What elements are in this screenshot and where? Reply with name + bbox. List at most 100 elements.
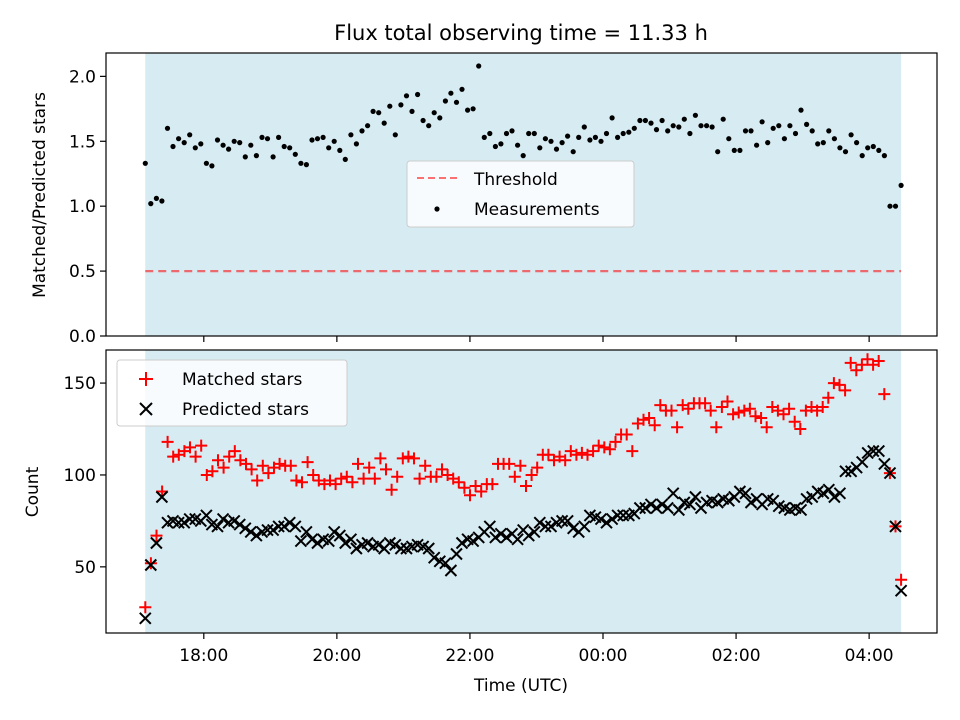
measurement-point [592,134,599,140]
matched-star-point [452,476,465,489]
measurement-point [720,116,726,122]
matched-star-point [710,421,723,434]
matched-star-point [329,478,342,491]
measurement-point [298,160,304,166]
measurement-point [887,203,893,209]
measurement-point [264,136,271,142]
matched-star-point [643,412,656,424]
measurement-point [659,117,665,124]
measurement-point [209,163,215,169]
x-tick-label: 00:00 [579,646,628,666]
matched-star-point [486,478,499,491]
predicted-star-point [817,487,830,500]
matched-star-point [626,445,639,458]
matched-star-point [715,401,728,413]
bottom-y-tick-label: 150 [64,374,96,394]
matched-star-point [816,401,829,413]
measurements-points [142,63,904,209]
predicted-star-point [283,516,296,529]
predicted-star-point [394,542,408,555]
matched-star-point [872,355,885,367]
predicted-stars-points [139,444,908,625]
measurement-point [387,103,393,109]
predicted-star-point [266,523,280,537]
matched-star-point [671,421,684,434]
predicted-star-point [216,512,230,526]
measurement-point [898,182,904,188]
top-y-tick-label: 0.5 [69,262,96,282]
measurement-point [459,86,465,92]
matched-star-point [654,399,667,412]
measurement-point [515,142,521,148]
predicted-star-point [211,520,224,533]
predicted-star-point [344,533,358,546]
bottom-legend: Matched stars Predicted stars [116,359,348,427]
predicted-star-point [333,529,347,542]
predicted-star-point [277,520,291,533]
legend-measurements-label: Measurements [474,200,600,220]
predicted-star-point [200,509,213,522]
measurement-point [531,130,537,137]
predicted-star-point [633,501,647,515]
matched-star-point [850,364,863,377]
predicted-star-point [561,514,574,528]
measurement-point [214,137,221,143]
bottom-y-axis: 50 100 150 [64,374,106,578]
predicted-star-point [544,520,558,533]
top-y-tick-label: 0.0 [69,327,96,347]
predicted-star-point [833,487,847,500]
legend-threshold-label: Threshold [473,170,558,190]
measurement-point [370,108,376,114]
measurement-point [670,123,676,129]
matched-star-point [794,423,807,435]
matched-star-point [290,474,303,487]
matched-star-point [296,476,308,489]
measurement-point [492,143,498,150]
predicted-star-point [594,512,608,526]
predicted-star-point [172,516,185,529]
matched-star-point [575,446,588,459]
predicted-star-point [289,520,302,533]
matched-star-point [167,450,180,463]
predicted-star-point [250,529,263,542]
matched-star-point [363,461,376,474]
measurement-point [854,140,860,146]
predicted-star-point [439,556,452,570]
predicted-star-point [139,612,152,625]
matched-star-point [273,457,286,470]
measurement-point [831,136,838,142]
top-legend-box [406,160,635,228]
measurement-point [781,136,788,142]
measurement-point [453,99,460,105]
measurement-point [226,146,232,152]
predicted-star-point [600,516,613,529]
measurement-point [142,160,148,166]
measurement-point [876,147,882,153]
matched-star-point [357,472,370,485]
matched-star-point [598,441,611,454]
matched-star-point [755,412,768,424]
predicted-star-point [611,509,624,522]
matched-star-point [520,480,532,492]
measurement-point [381,120,387,126]
predicted-star-point [144,558,158,572]
measurement-point [520,153,526,159]
measurement-point [348,132,354,138]
matched-star-point [240,457,252,470]
top-panel: 0.00.51.01.52.0 Matched/Predicted stars … [30,52,938,347]
predicted-star-point [311,536,324,550]
predicted-star-point [794,503,808,517]
matched-star-point [603,443,616,456]
measurement-point [487,130,493,137]
measurement-point [437,115,443,121]
measurement-point [465,107,471,113]
predicted-star-point [305,533,319,546]
predicted-star-point [867,444,880,458]
matched-star-point [620,428,633,441]
predicted-star-point [483,520,497,533]
predicted-star-point [450,547,463,561]
measurement-point [181,140,187,146]
measurement-point [642,117,649,124]
top-y-tick-label: 2.0 [69,67,96,87]
measurement-point [798,107,804,113]
